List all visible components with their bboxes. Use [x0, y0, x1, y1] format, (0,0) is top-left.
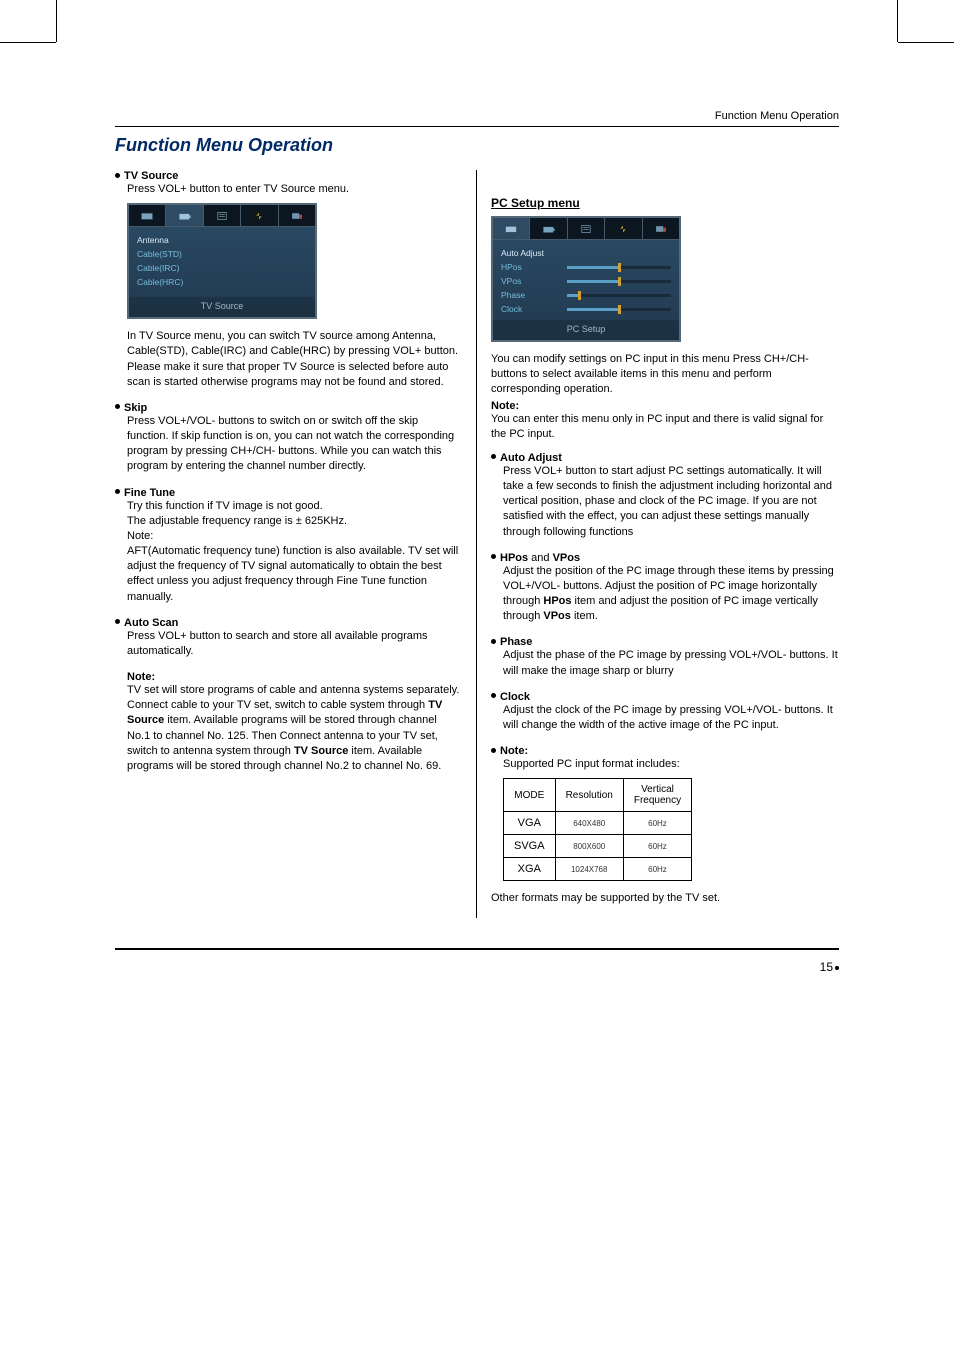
- section-pc-note: Note: Supported PC input format includes…: [491, 745, 839, 906]
- table-cell: 60Hz: [623, 858, 691, 881]
- text-other-formats: Other formats may be supported by the TV…: [491, 891, 839, 906]
- text-left-note: TV set will store programs of cable and …: [115, 683, 462, 774]
- note-label: Note:: [115, 671, 462, 683]
- osd-pc-setup: Auto AdjustHPosVPosPhaseClock PC Setup: [491, 216, 681, 342]
- heading-auto-adjust: Auto Adjust: [491, 452, 839, 464]
- text-hpos-vpos: Adjust the position of the PC image thro…: [491, 564, 839, 625]
- table-row: SVGA800X60060Hz: [504, 835, 692, 858]
- section-clock: Clock Adjust the clock of the PC image b…: [491, 691, 839, 733]
- osd-item: Phase: [501, 288, 671, 302]
- osd-item: VPos: [501, 274, 671, 288]
- table-cell: 800X600: [555, 835, 623, 858]
- table-header: MODE: [504, 779, 556, 812]
- right-column: PC Setup menu Auto AdjustHPosVPosPhaseCl…: [477, 170, 839, 918]
- heading-tv-source: TV Source: [115, 170, 462, 182]
- text-pc-note: Supported PC input format includes:: [491, 757, 839, 772]
- osd-footer: PC Setup: [493, 320, 679, 340]
- table-cell: 640X480: [555, 812, 623, 835]
- top-rule: [115, 126, 839, 127]
- section-hpos-vpos: HPos and VPos Adjust the position of the…: [491, 552, 839, 625]
- page-number: 15: [115, 960, 839, 974]
- table-cell: 60Hz: [623, 835, 691, 858]
- osd-item: Auto Adjust: [501, 246, 671, 260]
- page-title: Function Menu Operation: [115, 135, 839, 156]
- columns: TV Source Press VOL+ button to enter TV …: [115, 170, 839, 918]
- text-auto-scan: Press VOL+ button to search and store al…: [115, 629, 462, 659]
- text-tv-source-body: In TV Source menu, you can switch TV sou…: [115, 329, 462, 390]
- table-cell: SVGA: [504, 835, 556, 858]
- text-clock: Adjust the clock of the PC image by pres…: [491, 703, 839, 733]
- section-fine-tune: Fine Tune Try this function if TV image …: [115, 487, 462, 605]
- table-header: VerticalFrequency: [623, 779, 691, 812]
- section-phase: Phase Adjust the phase of the PC image b…: [491, 636, 839, 678]
- osd-item: Antenna: [137, 233, 307, 247]
- osd-footer: TV Source: [129, 297, 315, 317]
- left-column: TV Source Press VOL+ button to enter TV …: [115, 170, 477, 918]
- heading-phase: Phase: [491, 636, 839, 648]
- osd-item: HPos: [501, 260, 671, 274]
- section-left-note: Note: TV set will store programs of cabl…: [115, 671, 462, 774]
- heading-pc-note: Note:: [491, 745, 839, 757]
- text-pc-intro-note: You can enter this menu only in PC input…: [491, 412, 839, 442]
- osd-item: Cable(STD): [137, 247, 307, 261]
- table-cell: XGA: [504, 858, 556, 881]
- table-row: XGA1024X76860Hz: [504, 858, 692, 881]
- heading-skip: Skip: [115, 402, 462, 414]
- heading-auto-scan: Auto Scan: [115, 617, 462, 629]
- text-skip: Press VOL+/VOL- buttons to switch on or …: [115, 414, 462, 475]
- text-pc-intro: You can modify settings on PC input in t…: [491, 352, 839, 398]
- bottom-rule: [115, 948, 839, 950]
- text-phase: Adjust the phase of the PC image by pres…: [491, 648, 839, 678]
- heading-fine-tune: Fine Tune: [115, 487, 462, 499]
- section-skip: Skip Press VOL+/VOL- buttons to switch o…: [115, 402, 462, 475]
- pc-format-table: MODEResolutionVerticalFrequency VGA640X4…: [503, 778, 692, 881]
- text-fine-tune: Try this function if TV image is not goo…: [115, 499, 462, 605]
- table-cell: 60Hz: [623, 812, 691, 835]
- table-header: Resolution: [555, 779, 623, 812]
- section-tv-source: TV Source Press VOL+ button to enter TV …: [115, 170, 462, 390]
- page: Function Menu Operation Function Menu Op…: [0, 0, 954, 1024]
- table-cell: VGA: [504, 812, 556, 835]
- text-auto-adjust: Press VOL+ button to start adjust PC set…: [491, 464, 839, 540]
- text-tv-source-intro: Press VOL+ button to enter TV Source men…: [115, 182, 462, 197]
- table-cell: 1024X768: [555, 858, 623, 881]
- osd-tv-source: AntennaCable(STD)Cable(IRC)Cable(HRC) TV…: [127, 203, 317, 319]
- note-label: Note:: [491, 400, 839, 412]
- section-auto-adjust: Auto Adjust Press VOL+ button to start a…: [491, 452, 839, 540]
- heading-clock: Clock: [491, 691, 839, 703]
- osd-item: Cable(IRC): [137, 261, 307, 275]
- table-row: VGA640X48060Hz: [504, 812, 692, 835]
- osd-item: Cable(HRC): [137, 275, 307, 289]
- heading-pc-setup: PC Setup menu: [491, 196, 839, 210]
- section-auto-scan: Auto Scan Press VOL+ button to search an…: [115, 617, 462, 659]
- running-head: Function Menu Operation: [115, 110, 839, 122]
- heading-hpos-vpos: HPos and VPos: [491, 552, 839, 564]
- osd-item: Clock: [501, 302, 671, 316]
